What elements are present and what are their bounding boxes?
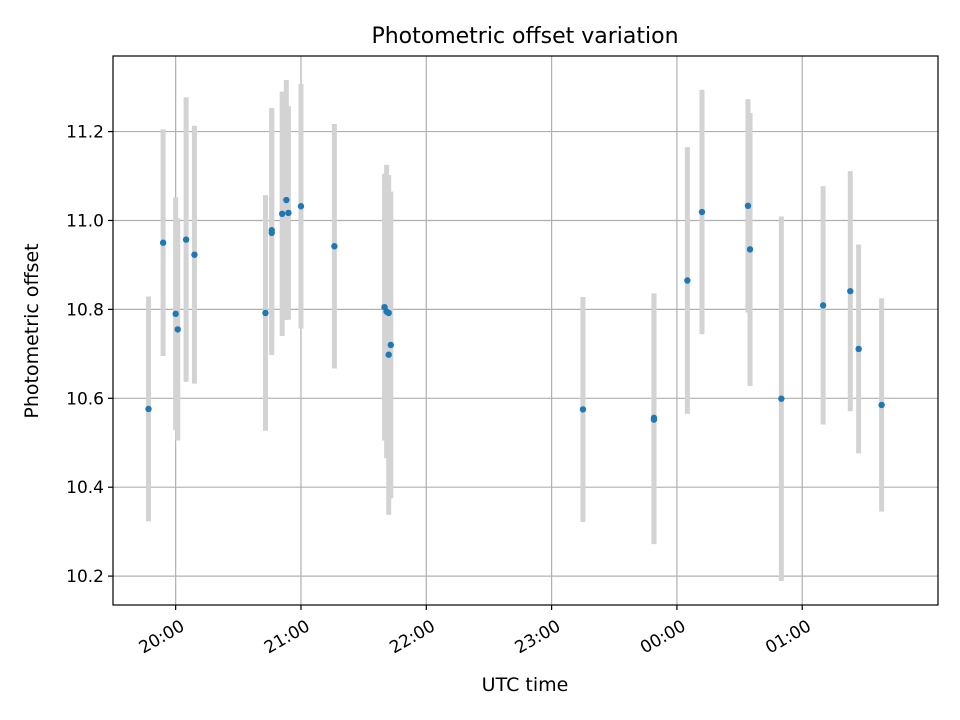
data-points bbox=[145, 196, 885, 423]
data-point bbox=[878, 401, 885, 409]
data-point bbox=[145, 405, 152, 413]
data-point bbox=[385, 351, 392, 358]
data-point bbox=[650, 416, 658, 423]
data-point bbox=[283, 196, 290, 204]
y-axis-ticks: 10.2 10.4 10.6 10.8 11.0 11.2 bbox=[66, 123, 113, 587]
data-point bbox=[285, 209, 292, 217]
data-point bbox=[847, 287, 854, 295]
data-point bbox=[778, 395, 785, 402]
data-point bbox=[159, 239, 167, 246]
data-point bbox=[746, 246, 754, 253]
data-point bbox=[172, 310, 179, 318]
y-tick-label: 10.4 bbox=[66, 478, 104, 498]
data-point bbox=[819, 302, 827, 309]
y-tick-label: 11.0 bbox=[66, 211, 104, 231]
data-point bbox=[698, 208, 706, 216]
y-tick-label: 10.8 bbox=[66, 300, 104, 320]
plot-area bbox=[113, 56, 938, 605]
chart-title: Photometric offset variation bbox=[371, 24, 678, 49]
data-point bbox=[182, 236, 190, 243]
y-axis-label: Photometric offset bbox=[21, 243, 43, 418]
y-tick-label: 10.6 bbox=[66, 389, 104, 409]
grid bbox=[113, 56, 938, 605]
y-tick-label: 10.2 bbox=[66, 567, 104, 587]
data-point bbox=[579, 406, 587, 413]
data-point bbox=[262, 309, 269, 317]
data-point bbox=[297, 203, 305, 210]
data-point bbox=[744, 202, 752, 210]
y-tick-label: 11.2 bbox=[66, 123, 104, 143]
data-point bbox=[278, 210, 286, 218]
data-point bbox=[855, 345, 862, 353]
data-point bbox=[684, 277, 691, 284]
data-point bbox=[331, 243, 338, 250]
data-point bbox=[174, 326, 181, 333]
plot-frame bbox=[112, 55, 939, 606]
x-axis-label: UTC time bbox=[482, 674, 569, 696]
data-point bbox=[387, 341, 394, 349]
data-point bbox=[268, 229, 275, 237]
data-point bbox=[385, 309, 392, 317]
data-point bbox=[191, 251, 198, 258]
